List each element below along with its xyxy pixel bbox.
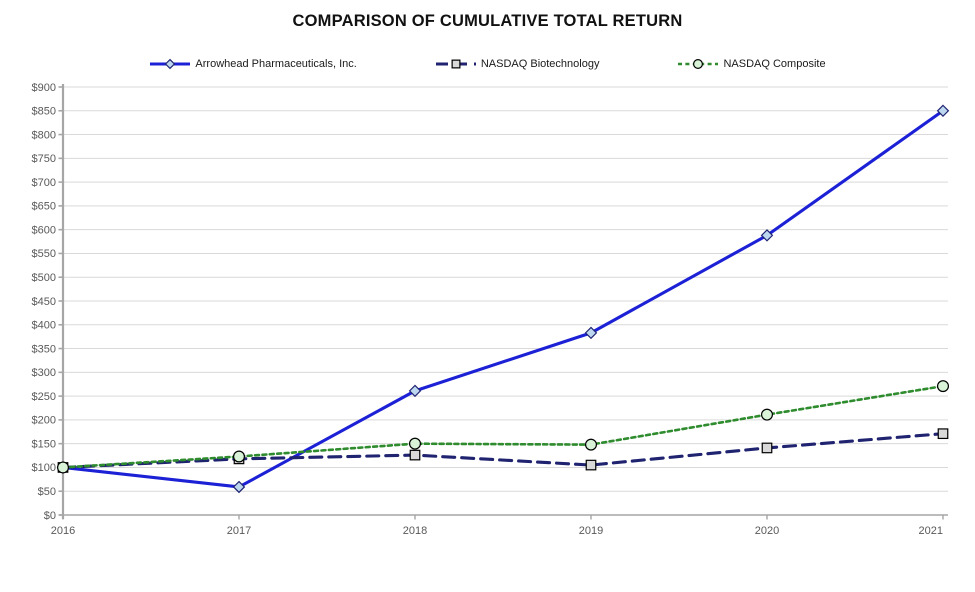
data-point-diamond [232, 480, 246, 494]
data-point-diamond [584, 326, 598, 340]
data-point-circle [936, 380, 949, 393]
x-axis-label: 2020 [755, 525, 779, 537]
data-point-diamond [408, 384, 422, 398]
legend-label: Arrowhead Pharmaceuticals, Inc. [195, 58, 357, 70]
legend-label: NASDAQ Biotechnology [480, 58, 600, 70]
y-axis-label: $800 [32, 129, 56, 141]
y-axis-label: $50 [38, 486, 56, 498]
data-point-diamond [936, 104, 950, 118]
y-axis-label: $450 [32, 296, 56, 308]
y-axis-label: $900 [32, 82, 56, 94]
chart-title: COMPARISON OF CUMULATIVE TOTAL RETURN [292, 12, 683, 30]
y-axis-label: $300 [32, 367, 56, 379]
data-point-circle [56, 461, 69, 474]
legend-label: NASDAQ Composite [723, 58, 826, 70]
legend-item-0: Arrowhead Pharmaceuticals, Inc. [149, 57, 357, 71]
data-point-square [761, 442, 773, 454]
data-point-circle [760, 408, 773, 421]
y-axis-label: $650 [32, 201, 56, 213]
series-line-2 [61, 384, 945, 469]
data-point-square [409, 449, 421, 461]
y-axis-label: $250 [32, 391, 56, 403]
y-axis-label: $700 [32, 177, 56, 189]
y-axis-label: $150 [32, 438, 56, 450]
x-axis-label: 2019 [579, 525, 603, 537]
y-axis-label: $100 [32, 462, 56, 474]
x-axis-label: 2016 [51, 525, 75, 537]
chart-legend: Arrowhead Pharmaceuticals, Inc. NASDAQ Bi… [0, 57, 975, 71]
y-axis-label: $350 [32, 343, 56, 355]
x-axis-label: 2021 [919, 525, 943, 537]
y-axis-label: $0 [44, 510, 56, 522]
data-point-square [937, 428, 949, 440]
legend-item-1: NASDAQ Biotechnology [435, 57, 600, 71]
y-axis-label: $600 [32, 224, 56, 236]
x-axis-label: 2018 [403, 525, 427, 537]
x-axis-label: 2017 [227, 525, 251, 537]
legend-marker-diamond-icon [165, 58, 176, 70]
legend-diamond-line-icon [150, 58, 191, 70]
y-axis-label: $850 [32, 106, 56, 118]
legend-marker-circle-icon [693, 58, 704, 70]
legend-square-line-icon [435, 59, 476, 69]
y-axis-label: $550 [32, 248, 56, 260]
series-line-1 [61, 432, 945, 469]
legend-item-2: NASDAQ Composite [677, 57, 826, 71]
data-point-square [585, 459, 597, 471]
series-line-0 [61, 109, 945, 489]
legend-marker-square-icon [451, 59, 461, 69]
data-point-circle [233, 450, 246, 463]
y-axis-label: $750 [32, 153, 56, 165]
y-axis-label: $400 [32, 320, 56, 332]
data-point-circle [409, 437, 422, 450]
y-axis-label: $200 [32, 415, 56, 427]
legend-circle-line-icon [678, 58, 719, 70]
data-point-circle [584, 438, 597, 451]
data-point-diamond [760, 229, 774, 242]
y-axis-label: $500 [32, 272, 56, 284]
